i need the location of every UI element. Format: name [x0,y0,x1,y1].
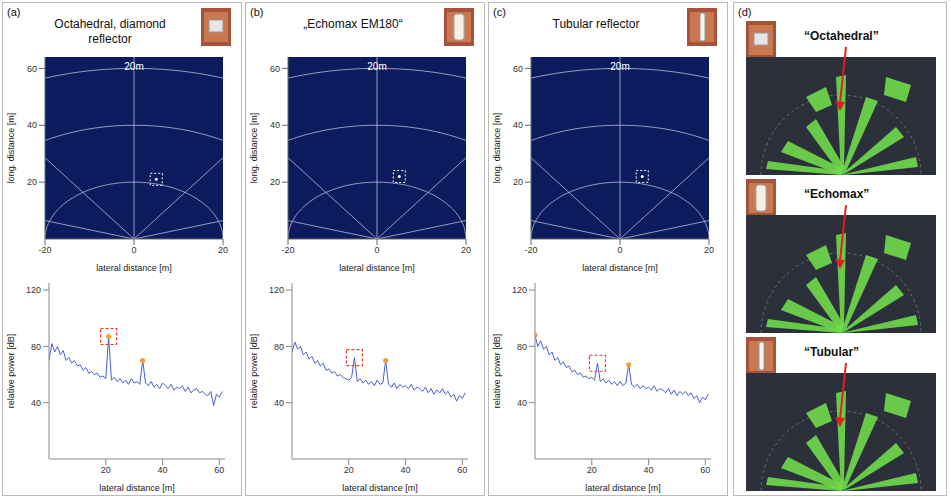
html-text:“Octahedral”: “Octahedral” [804,29,879,43]
svg-text:lateral distance [m]: lateral distance [m] [342,483,418,493]
svg-text:-20: -20 [524,245,537,255]
svg-text:120: 120 [269,285,284,295]
svg-text:0: 0 [617,245,622,255]
svg-text:-20: -20 [38,245,51,255]
svg-text:20: 20 [270,177,280,187]
html-text:“Echomax”: “Echomax” [804,187,870,201]
svg-text:relative power [dB]: relative power [dB] [6,334,16,409]
svg-text:relative power [dB]: relative power [dB] [249,334,259,409]
svg-text:relative power [dB]: relative power [dB] [492,334,502,409]
svg-text:20m: 20m [367,61,386,72]
svg-text:long. distance [m]: long. distance [m] [249,113,259,184]
html-text:Octahedral, diamond reflector: Octahedral, diamond reflector [54,17,166,46]
html-text:(d): (d) [738,6,752,18]
html-text:(c): (c) [493,6,506,18]
svg-text:-20: -20 [281,245,294,255]
svg-text:20: 20 [101,465,111,475]
svg-text:40: 40 [517,398,527,408]
svg-text:40: 40 [401,465,411,475]
svg-text:lateral distance [m]: lateral distance [m] [99,483,175,493]
svg-text:long. distance [m]: long. distance [m] [492,113,502,184]
svg-text:40: 40 [27,120,37,130]
svg-text:60: 60 [214,465,224,475]
svg-text:40: 40 [513,120,523,130]
svg-text:60: 60 [700,465,710,475]
html-text:Tubular reflector: Tubular reflector [552,17,640,31]
svg-text:20: 20 [218,245,228,255]
svg-text:long. distance [m]: long. distance [m] [6,113,16,184]
svg-text:80: 80 [517,342,527,352]
svg-text:120: 120 [26,285,41,295]
svg-text:40: 40 [644,465,654,475]
svg-text:lateral distance [m]: lateral distance [m] [582,263,658,273]
svg-text:80: 80 [31,342,41,352]
svg-text:60: 60 [27,64,37,74]
svg-text:20: 20 [27,177,37,187]
svg-text:20m: 20m [124,61,143,72]
html-text:„Echomax EM180“: „Echomax EM180“ [303,17,403,31]
svg-text:80: 80 [274,342,284,352]
svg-text:0: 0 [374,245,379,255]
svg-text:60: 60 [270,64,280,74]
svg-text:40: 40 [31,398,41,408]
svg-text:lateral distance [m]: lateral distance [m] [339,263,415,273]
svg-text:lateral distance [m]: lateral distance [m] [585,483,661,493]
svg-text:40: 40 [274,398,284,408]
svg-text:40: 40 [158,465,168,475]
svg-text:20: 20 [461,245,471,255]
svg-text:60: 60 [457,465,467,475]
svg-text:60: 60 [513,64,523,74]
html-text:(a): (a) [7,6,21,18]
svg-text:40: 40 [270,120,280,130]
svg-text:0: 0 [131,245,136,255]
svg-text:20m: 20m [610,61,629,72]
svg-text:20: 20 [704,245,714,255]
html-text:(b): (b) [250,6,264,18]
svg-text:120: 120 [512,285,527,295]
svg-text:20: 20 [513,177,523,187]
svg-text:20: 20 [344,465,354,475]
html-text:“Tubular”: “Tubular” [804,345,860,359]
svg-text:lateral distance [m]: lateral distance [m] [96,263,172,273]
svg-text:20: 20 [587,465,597,475]
